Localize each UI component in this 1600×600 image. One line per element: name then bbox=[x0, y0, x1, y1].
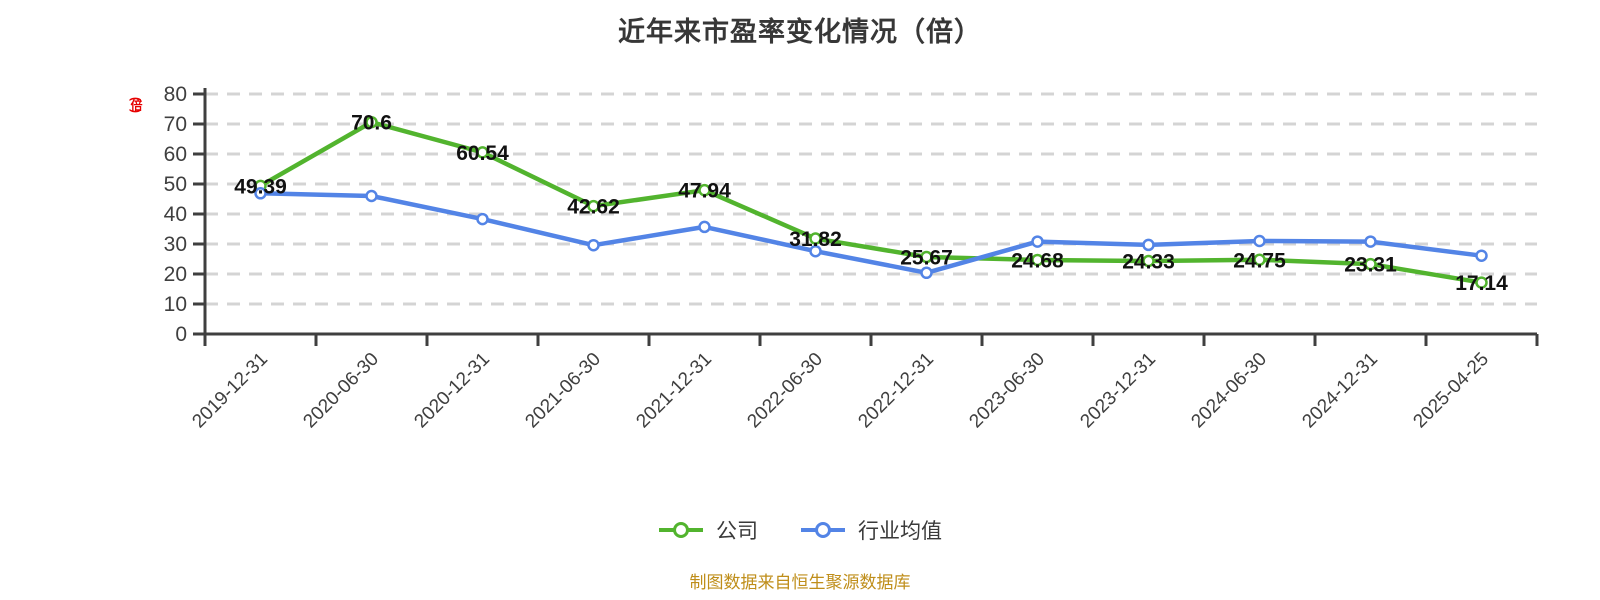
data-point-label: 49.39 bbox=[234, 175, 287, 198]
series-line-company bbox=[258, 119, 1484, 285]
data-point-label: 47.94 bbox=[678, 180, 731, 203]
data-point-industry-average[interactable] bbox=[1364, 235, 1377, 248]
data-point-label: 25.67 bbox=[900, 246, 953, 269]
data-point-company[interactable] bbox=[587, 199, 600, 213]
data-point-industry-average[interactable] bbox=[698, 220, 711, 234]
data-point-industry-average[interactable] bbox=[1031, 235, 1044, 248]
data-point-label: 24.75 bbox=[1233, 249, 1286, 272]
y-tick-label: 60 bbox=[164, 143, 187, 166]
data-point-label: 24.33 bbox=[1122, 251, 1175, 274]
data-point-company[interactable] bbox=[1364, 257, 1377, 271]
legend-marker-industry-icon bbox=[801, 522, 845, 538]
data-point-label: 17.14 bbox=[1455, 272, 1508, 295]
data-point-industry-average[interactable] bbox=[254, 187, 267, 200]
legend-label-industry-average: 行业均值 bbox=[858, 520, 942, 543]
x-tick-label: 2021-12-31 bbox=[632, 349, 716, 433]
x-tick-label: 2020-12-31 bbox=[410, 349, 494, 433]
chart-title: 近年来市盈率变化情况（倍） bbox=[618, 17, 982, 47]
data-point-company[interactable] bbox=[476, 146, 489, 159]
x-tick-label: 2024-06-30 bbox=[1187, 349, 1271, 433]
y-tick-label: 40 bbox=[164, 203, 187, 226]
data-point-company[interactable] bbox=[365, 115, 378, 129]
data-point-company[interactable] bbox=[1475, 276, 1488, 289]
x-tick-label: 2019-12-31 bbox=[188, 349, 272, 433]
data-point-industry-average[interactable] bbox=[476, 212, 489, 226]
data-point-industry-average[interactable] bbox=[809, 244, 822, 258]
x-tick-label: 2020-06-30 bbox=[299, 349, 383, 433]
data-point-label: 60.54 bbox=[456, 142, 509, 165]
data-point-industry-average[interactable] bbox=[1475, 249, 1488, 262]
y-tick-label: 20 bbox=[164, 263, 187, 286]
data-point-company[interactable] bbox=[1031, 253, 1044, 267]
legend-label-company: 公司 bbox=[716, 520, 758, 543]
data-point-industry-average[interactable] bbox=[1253, 234, 1266, 248]
legend-marker-company-icon bbox=[659, 522, 703, 538]
data-point-label: 23.31 bbox=[1344, 254, 1397, 277]
data-point-company[interactable] bbox=[809, 232, 822, 245]
x-tick-label: 2024-12-31 bbox=[1298, 349, 1382, 433]
x-tick-label: 2021-06-30 bbox=[521, 349, 605, 433]
y-tick-label: 80 bbox=[164, 83, 187, 106]
data-point-industry-average[interactable] bbox=[365, 189, 378, 203]
x-tick-label: 2022-06-30 bbox=[743, 349, 827, 433]
data-point-industry-average[interactable] bbox=[587, 238, 600, 252]
data-point-company[interactable] bbox=[1253, 253, 1266, 266]
data-point-industry-average[interactable] bbox=[1142, 238, 1155, 252]
data-point-label: 70.6 bbox=[351, 112, 392, 135]
data-source-note: 制图数据来自恒生聚源数据库 bbox=[689, 573, 911, 592]
legend-item-company[interactable]: 公司 bbox=[658, 515, 758, 545]
x-tick-label: 2022-12-31 bbox=[854, 349, 938, 433]
y-tick-label: 30 bbox=[164, 233, 187, 256]
y-tick-label: 10 bbox=[164, 293, 187, 316]
data-point-company[interactable] bbox=[1142, 254, 1155, 268]
y-axis-unit-label: (倍) bbox=[129, 97, 143, 111]
chart-legend: 公司 行业均值 bbox=[0, 515, 1600, 545]
data-point-company[interactable] bbox=[698, 183, 711, 197]
legend-item-industry-average[interactable]: 行业均值 bbox=[800, 515, 942, 545]
y-tick-label: 70 bbox=[164, 113, 187, 136]
data-point-label: 42.62 bbox=[567, 196, 620, 219]
y-tick-label: 50 bbox=[164, 173, 187, 196]
data-point-industry-average[interactable] bbox=[920, 266, 933, 280]
series-line-industry-average bbox=[258, 191, 1484, 276]
x-tick-label: 2025-04-25 bbox=[1409, 349, 1493, 433]
x-tick-label: 2023-06-30 bbox=[965, 349, 1049, 433]
y-tick-label: 0 bbox=[175, 323, 187, 346]
data-point-label: 24.68 bbox=[1011, 249, 1064, 272]
data-point-company[interactable] bbox=[920, 250, 933, 264]
data-point-label: 31.82 bbox=[789, 228, 842, 251]
x-tick-label: 2023-12-31 bbox=[1076, 349, 1160, 433]
